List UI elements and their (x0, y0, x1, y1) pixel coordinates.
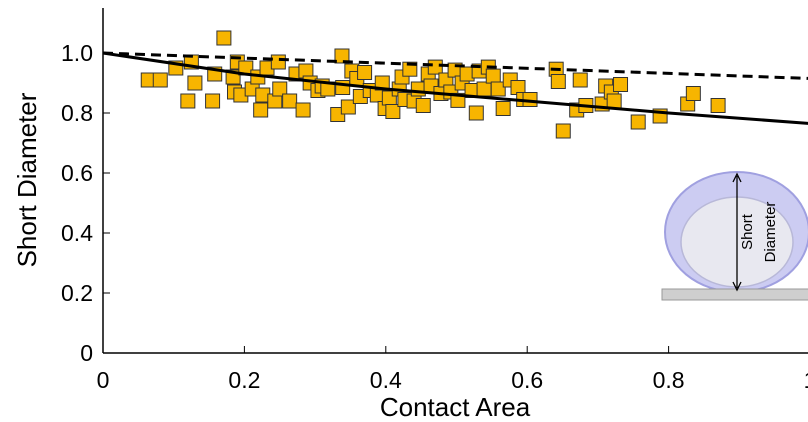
data-point (402, 61, 418, 77)
data-point (216, 30, 232, 46)
data-point (427, 59, 443, 75)
y-axis-label: Short Diameter (12, 92, 42, 267)
fit-line (102, 51, 808, 80)
data-point (685, 86, 701, 101)
data-point (152, 72, 168, 88)
data-point (613, 77, 629, 92)
substrate (661, 288, 808, 301)
x-tick-label: 1 (804, 367, 808, 393)
data-point (270, 54, 286, 70)
data-point (357, 65, 373, 80)
data-point (555, 123, 571, 139)
x-tick-label: 0.4 (370, 367, 402, 393)
data-point (485, 68, 501, 84)
data-point (180, 93, 196, 109)
y-tick-label: 0 (80, 340, 93, 366)
y-tick-label: 0.8 (61, 100, 93, 126)
data-point (334, 48, 350, 64)
y-tick-label: 0.6 (61, 160, 93, 186)
data-point (415, 98, 431, 113)
x-tick-label: 0.6 (511, 367, 543, 393)
data-point (490, 81, 506, 97)
inset-diagram: Short Diameter (661, 171, 808, 301)
data-point (385, 104, 401, 119)
data-point (468, 105, 484, 121)
data-point (187, 75, 203, 91)
y-tick-label: 0.4 (61, 220, 93, 246)
x-axis-label: Contact Area (380, 392, 531, 422)
data-point (272, 81, 288, 97)
data-point (606, 93, 622, 109)
data-point (710, 98, 726, 113)
x-tick-label: 0 (97, 367, 110, 393)
data-point (205, 93, 221, 109)
data-point (572, 72, 588, 88)
data-point (630, 114, 646, 130)
data-point (282, 93, 298, 109)
data-point (550, 74, 566, 89)
inset-label: Diameter (762, 202, 779, 263)
data-point (253, 102, 269, 118)
y-tick-label: 1.0 (61, 40, 93, 66)
data-point (495, 101, 511, 116)
inset-label: Short (739, 213, 756, 250)
data-point (340, 99, 356, 115)
y-tick-label: 0.2 (61, 280, 93, 306)
data-point (295, 102, 311, 118)
x-tick-label: 0.8 (653, 367, 685, 393)
x-tick-label: 0.2 (228, 367, 260, 393)
fit-line (102, 51, 808, 125)
data-point (476, 81, 492, 97)
data-point (410, 81, 426, 97)
arrow-heads (732, 172, 742, 292)
